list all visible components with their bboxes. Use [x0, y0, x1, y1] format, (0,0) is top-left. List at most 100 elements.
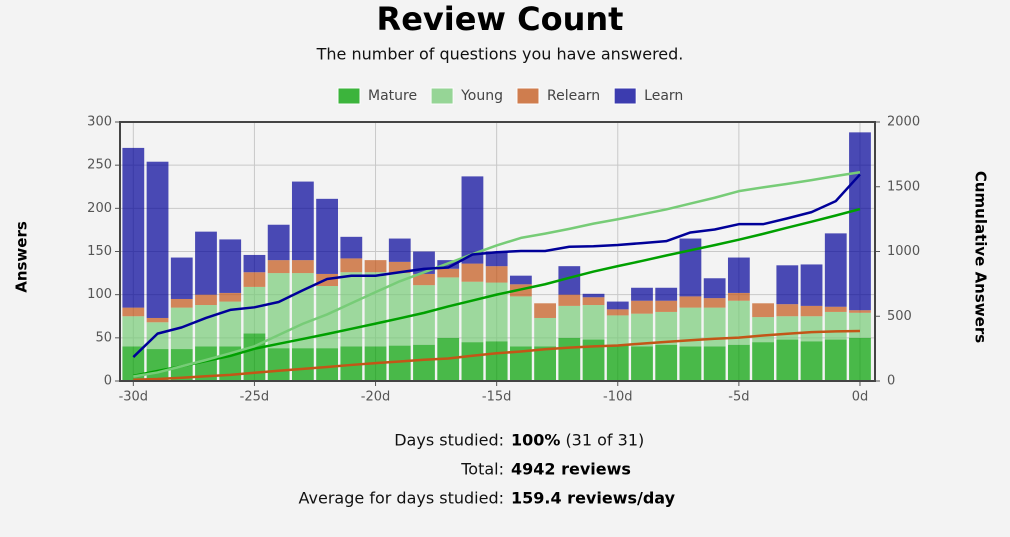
bar-segment [291, 181, 314, 261]
bar-segment [146, 349, 169, 381]
bar-segment [631, 287, 653, 301]
bar-segment [582, 297, 605, 306]
bar-segment [655, 287, 678, 301]
bar-segment [558, 337, 581, 381]
legend-swatch [430, 87, 454, 105]
bar-segment [582, 305, 605, 340]
y2-tick-label: 1500 [887, 179, 920, 194]
x-tick-label: 0d [852, 390, 869, 405]
bar-segment [461, 263, 484, 282]
bar-segment [146, 317, 169, 323]
bar-segment [122, 307, 145, 317]
bar-segment [776, 265, 799, 305]
bar-segment [558, 266, 581, 295]
chart-title: Review Count [377, 0, 624, 38]
x-tick-label: -10d [603, 390, 633, 405]
legend-swatch [516, 87, 540, 105]
bar-segment [752, 342, 774, 381]
bar-segment [267, 260, 290, 274]
y-tick-label: 0 [104, 374, 112, 389]
cumulative-line [133, 329, 861, 381]
y2-tick-label: 0 [887, 374, 895, 389]
stat-value: 159.4 reviews/day [511, 489, 676, 508]
x-tick-label: -20d [361, 390, 391, 405]
bar-segment [195, 294, 217, 306]
bar-segment [170, 257, 193, 299]
bar-segment [679, 307, 702, 347]
bar-segment [631, 313, 653, 347]
bar-segment [800, 264, 823, 306]
stat-extra: (31 of 31) [565, 431, 644, 450]
bar-segment [243, 286, 266, 334]
bar-segment [413, 285, 435, 345]
bar-segment [364, 260, 387, 273]
bar-segment [485, 251, 508, 267]
bar-segment [824, 306, 847, 312]
bar-segment [655, 300, 678, 312]
bar-segment [727, 292, 750, 301]
stat-label: Average for days studied: [299, 489, 504, 508]
legend-label: Mature [368, 88, 417, 104]
bar-segment [776, 304, 799, 317]
bar-segment [485, 282, 508, 342]
bar-segment [582, 293, 605, 298]
bar-segment [340, 236, 363, 259]
stat-label: Days studied: [394, 431, 504, 450]
bar-segment [800, 316, 823, 342]
bar-segment [146, 322, 169, 350]
legend-swatch [337, 87, 361, 105]
plot-frame [119, 121, 876, 382]
bar-segment [727, 300, 750, 345]
bar-segment [534, 346, 556, 381]
bar-segment [509, 346, 532, 381]
bar-segment [267, 224, 290, 261]
legend-label: Learn [644, 88, 683, 104]
y-tick-label: 250 [87, 158, 112, 173]
legend-label: Relearn [547, 88, 600, 104]
bar-segment [461, 281, 484, 343]
bar-segment [291, 348, 314, 381]
bar-segment [461, 342, 484, 381]
bar-segment [800, 341, 823, 381]
stat-value: 100% [511, 431, 560, 450]
bar-segment [122, 147, 145, 308]
bar-segment [606, 344, 629, 381]
bar-segment [485, 341, 508, 381]
x-tick-label: -15d [482, 390, 512, 405]
bar-segment [485, 266, 508, 283]
bar-segment [413, 344, 435, 381]
y-tick-label: 200 [87, 201, 112, 216]
bar-segment [824, 233, 847, 307]
bar-segment [800, 305, 823, 317]
bar-segment [558, 305, 581, 338]
bar-segment [849, 337, 871, 381]
bar-segment [413, 273, 435, 286]
legend-label: Young [460, 88, 503, 104]
bar-segment [849, 310, 871, 313]
bar-segment [122, 316, 145, 347]
bar-segment [727, 344, 750, 381]
legend-swatch [613, 87, 637, 105]
chart-subtitle: The number of questions you have answere… [316, 45, 684, 64]
bar-segment [582, 339, 605, 381]
bar-segment [364, 272, 387, 347]
bar-segment [631, 346, 653, 381]
bar-segment [509, 275, 532, 285]
bar-segment [219, 239, 242, 293]
bar-segment [849, 132, 871, 311]
bar-segment [679, 238, 702, 297]
y-axis-label: Answers [13, 221, 31, 293]
bar-segment [752, 303, 774, 318]
bar-segment [340, 272, 363, 347]
bar-segment [122, 346, 145, 381]
bar-segment [267, 348, 290, 381]
bar-segment [824, 311, 847, 340]
bar-segment [703, 346, 726, 381]
bar-segment [170, 298, 193, 308]
y-tick-label: 100 [87, 287, 112, 302]
x-tick-label: -25d [240, 390, 270, 405]
bar-segment [243, 254, 266, 273]
stat-value: 4942 reviews [511, 460, 631, 479]
bar-segment [316, 198, 338, 274]
y2-tick-label: 2000 [887, 115, 920, 130]
